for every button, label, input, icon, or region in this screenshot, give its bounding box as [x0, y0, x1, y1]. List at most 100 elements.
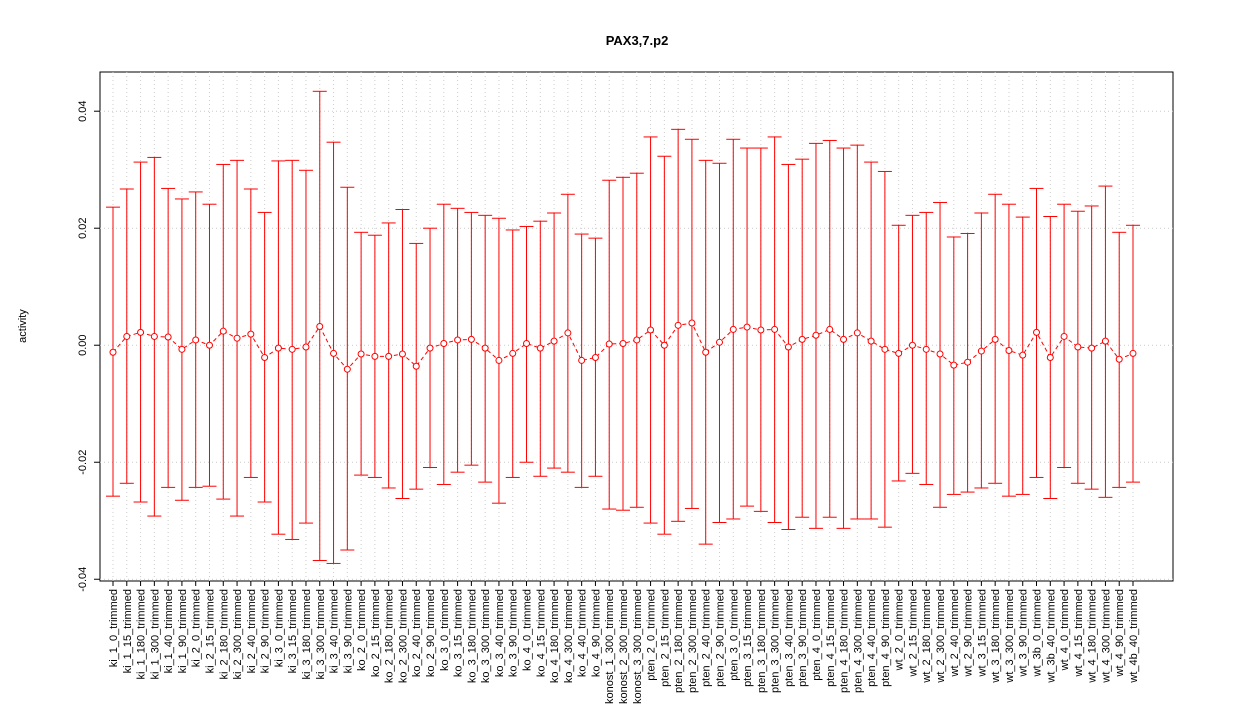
point: [647, 326, 655, 334]
point: [729, 325, 737, 333]
point: [398, 350, 406, 358]
point: [467, 335, 475, 343]
point: [1101, 337, 1109, 345]
x-tick-label: ki_1_40_trimmed: [163, 589, 175, 673]
point: [302, 343, 310, 351]
point: [523, 339, 531, 347]
point: [509, 349, 517, 357]
point: [688, 319, 696, 327]
x-tick-label: wt_2_40_trimmed: [949, 589, 961, 677]
y-tick-label: 0.04: [77, 100, 89, 121]
point: [950, 361, 958, 369]
x-tick-label: wt_2_300_trimmed: [935, 589, 947, 684]
point: [977, 347, 985, 355]
x-tick-label: ki_3_180_trimmed: [301, 589, 313, 680]
point: [178, 345, 186, 353]
x-tick-label: ko_4_0_trimmed: [522, 589, 534, 671]
point: [757, 326, 765, 334]
point: [798, 335, 806, 343]
x-tick-label: pten_2_180_trimmed: [673, 589, 685, 693]
point: [908, 341, 916, 349]
point: [481, 344, 489, 352]
x-tick-label: ki_2_180_trimmed: [218, 589, 230, 680]
point: [109, 348, 117, 356]
x-tick-label: ki_1_0_trimmed: [108, 589, 120, 667]
x-tick-label: pten_4_0_trimmed: [811, 589, 823, 681]
x-tick-label: wt_2_0_trimmed: [894, 589, 906, 671]
point: [137, 328, 145, 336]
point: [412, 362, 420, 370]
y-tick-label: 0.00: [77, 335, 89, 356]
x-tick-label: ki_3_300_trimmed: [315, 589, 327, 680]
x-tick-label: pten_2_15_trimmed: [659, 589, 671, 687]
x-tick-label: wt_3_90_trimmed: [1018, 589, 1030, 677]
point: [247, 330, 255, 338]
x-tick-label: ko_4_15_trimmed: [535, 589, 547, 677]
point: [771, 325, 779, 333]
x-tick-label: pten_4_90_trimmed: [880, 589, 892, 687]
point: [288, 345, 296, 353]
point: [964, 358, 972, 366]
x-tick-label: pten_2_0_trimmed: [646, 589, 658, 681]
x-tick-label: pten_4_300_trimmed: [852, 589, 864, 693]
x-tick-label: wt_3_180_trimmed: [990, 589, 1002, 684]
point: [784, 343, 792, 351]
x-tick-label: pten_2_90_trimmed: [714, 589, 726, 687]
point: [1129, 349, 1137, 357]
point: [619, 339, 627, 347]
point: [164, 333, 172, 341]
point: [991, 335, 999, 343]
point: [440, 339, 448, 347]
x-tick-label: ko_3_90_trimmed: [508, 589, 520, 677]
point: [591, 354, 599, 362]
point: [605, 340, 613, 348]
x-tick-label: ki_2_90_trimmed: [260, 589, 272, 673]
x-tick-label: ki_1_15_trimmed: [122, 589, 134, 673]
x-tick-label: pten_4_15_trimmed: [825, 589, 837, 687]
y-tick-label: -0.02: [77, 450, 89, 475]
point: [1074, 343, 1082, 351]
x-tick-label: ko_2_15_trimmed: [370, 589, 382, 677]
x-tick-label: ki_3_40_trimmed: [329, 589, 341, 673]
x-tick-label: konost_1_300_trimmed: [604, 589, 616, 704]
point: [715, 338, 723, 346]
y-tick-label: 0.02: [77, 217, 89, 238]
point: [826, 325, 834, 333]
x-tick-label: ko_3_40_trimmed: [494, 589, 506, 677]
point: [343, 365, 351, 373]
point: [1005, 346, 1013, 354]
x-tick-label: wt_4_300_trimmed: [1100, 589, 1112, 684]
point: [233, 334, 241, 342]
x-tick-label: pten_3_40_trimmed: [783, 589, 795, 687]
point: [316, 323, 324, 330]
point: [578, 356, 586, 364]
x-tick-label: ki_3_90_trimmed: [342, 589, 354, 673]
x-tick-label: wt_2_180_trimmed: [921, 589, 933, 684]
x-tick-label: wt_3b_0_trimmed: [1032, 589, 1044, 677]
x-tick-label: wt_4b_40_trimmed: [1128, 589, 1140, 684]
point: [454, 336, 462, 344]
point: [1060, 332, 1068, 340]
point: [1115, 355, 1123, 363]
x-tick-label: pten_4_40_trimmed: [866, 589, 878, 687]
x-tick-label: ko_2_40_trimmed: [411, 589, 423, 677]
point: [812, 331, 820, 339]
point: [895, 349, 903, 357]
point: [330, 349, 338, 357]
point: [192, 336, 200, 344]
point: [426, 344, 434, 352]
x-tick-label: ko_2_90_trimmed: [425, 589, 437, 677]
point: [371, 352, 379, 360]
x-tick-label: ki_1_300_trimmed: [149, 589, 161, 680]
point: [936, 350, 944, 358]
x-tick-label: ko_4_300_trimmed: [563, 589, 575, 683]
x-tick-label: ki_3_0_trimmed: [273, 589, 285, 667]
x-tick-label: pten_2_40_trimmed: [701, 589, 713, 687]
x-tick-label: konost_3_300_trimmed: [632, 589, 644, 704]
x-tick-label: ki_2_0_trimmed: [191, 589, 203, 667]
point: [1033, 328, 1041, 336]
x-tick-label: pten_3_300_trimmed: [770, 589, 782, 693]
x-tick-label: wt_4_15_trimmed: [1073, 589, 1085, 677]
x-tick-label: ko_4_40_trimmed: [577, 589, 589, 677]
